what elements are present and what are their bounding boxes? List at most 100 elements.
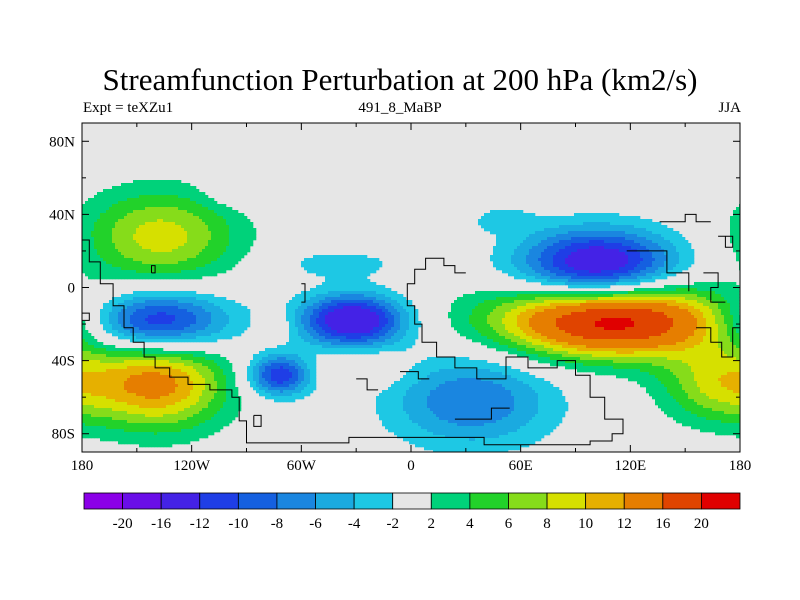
contour-cell <box>130 258 133 261</box>
contour-cell <box>538 273 541 276</box>
contour-cell <box>226 243 229 246</box>
contour-cell <box>196 189 199 192</box>
contour-cell <box>379 309 382 312</box>
contour-cell <box>541 225 544 228</box>
contour-cell <box>181 255 184 258</box>
contour-cell <box>346 267 349 270</box>
contour-cell <box>514 234 517 237</box>
contour-cell <box>592 219 595 222</box>
contour-cell <box>142 294 145 297</box>
contour-cell <box>532 270 535 273</box>
contour-cell <box>151 222 154 225</box>
contour-cell <box>340 312 343 315</box>
contour-cell <box>148 180 151 183</box>
contour-cell <box>487 228 490 231</box>
contour-cell <box>619 282 622 285</box>
contour-cell <box>394 297 397 300</box>
contour-cell <box>568 276 571 279</box>
contour-cell <box>160 216 163 219</box>
contour-cell <box>322 282 325 285</box>
contour-cell <box>220 219 223 222</box>
contour-cell <box>184 252 187 255</box>
contour-cell <box>133 315 136 318</box>
contour-cell <box>154 195 157 198</box>
contour-cell <box>502 294 505 297</box>
contour-cell <box>319 291 322 294</box>
contour-cell <box>301 297 304 300</box>
contour-cell <box>229 240 232 243</box>
contour-cell <box>217 255 220 258</box>
contour-cell <box>490 309 493 312</box>
contour-cell <box>640 315 643 318</box>
contour-cell <box>625 282 628 285</box>
contour-cell <box>154 192 157 195</box>
contour-cell <box>574 285 577 288</box>
contour-cell <box>475 297 478 300</box>
contour-cell <box>115 306 118 309</box>
contour-cell <box>634 243 637 246</box>
contour-cell <box>505 249 508 252</box>
contour-cell <box>343 258 346 261</box>
contour-cell <box>370 264 373 267</box>
contour-cell <box>565 243 568 246</box>
contour-cell <box>139 315 142 318</box>
contour-cell <box>160 237 163 240</box>
contour-cell <box>568 306 571 309</box>
contour-cell <box>571 264 574 267</box>
contour-cell <box>226 213 229 216</box>
contour-cell <box>679 309 682 312</box>
contour-cell <box>112 228 115 231</box>
contour-cell <box>562 291 565 294</box>
contour-cell <box>508 219 511 222</box>
contour-cell <box>193 243 196 246</box>
contour-cell <box>685 291 688 294</box>
contour-cell <box>496 240 499 243</box>
contour-cell <box>643 219 646 222</box>
contour-cell <box>592 312 595 315</box>
contour-cell <box>361 282 364 285</box>
contour-cell <box>133 306 136 309</box>
contour-cell <box>100 210 103 213</box>
contour-cell <box>667 297 670 300</box>
contour-cell <box>706 300 709 303</box>
contour-cell <box>307 291 310 294</box>
contour-cell <box>646 246 649 249</box>
contour-cell <box>595 273 598 276</box>
contour-cell <box>331 288 334 291</box>
contour-cell <box>523 225 526 228</box>
contour-cell <box>139 234 142 237</box>
contour-cell <box>322 291 325 294</box>
contour-cell <box>541 267 544 270</box>
contour-cell <box>199 267 202 270</box>
contour-cell <box>562 255 565 258</box>
contour-cell <box>529 315 532 318</box>
contour-cell <box>610 231 613 234</box>
contour-cell <box>364 312 367 315</box>
contour-cell <box>112 222 115 225</box>
contour-cell <box>535 219 538 222</box>
contour-cell <box>610 294 613 297</box>
contour-cell <box>97 243 100 246</box>
contour-cell <box>640 291 643 294</box>
contour-cell <box>520 228 523 231</box>
contour-cell <box>625 231 628 234</box>
contour-cell <box>175 309 178 312</box>
contour-cell <box>601 264 604 267</box>
contour-cell <box>331 285 334 288</box>
contour-cell <box>124 201 127 204</box>
contour-cell <box>685 285 688 288</box>
contour-cell <box>229 207 232 210</box>
contour-cell <box>637 231 640 234</box>
contour-cell <box>121 300 124 303</box>
contour-cell <box>589 312 592 315</box>
contour-cell <box>631 252 634 255</box>
contour-cell <box>514 276 517 279</box>
contour-cell <box>235 306 238 309</box>
contour-cell <box>649 219 652 222</box>
contour-cell <box>163 297 166 300</box>
contour-cell <box>172 222 175 225</box>
contour-cell <box>184 228 187 231</box>
contour-cell <box>91 207 94 210</box>
contour-cell <box>151 207 154 210</box>
contour-cell <box>337 279 340 282</box>
